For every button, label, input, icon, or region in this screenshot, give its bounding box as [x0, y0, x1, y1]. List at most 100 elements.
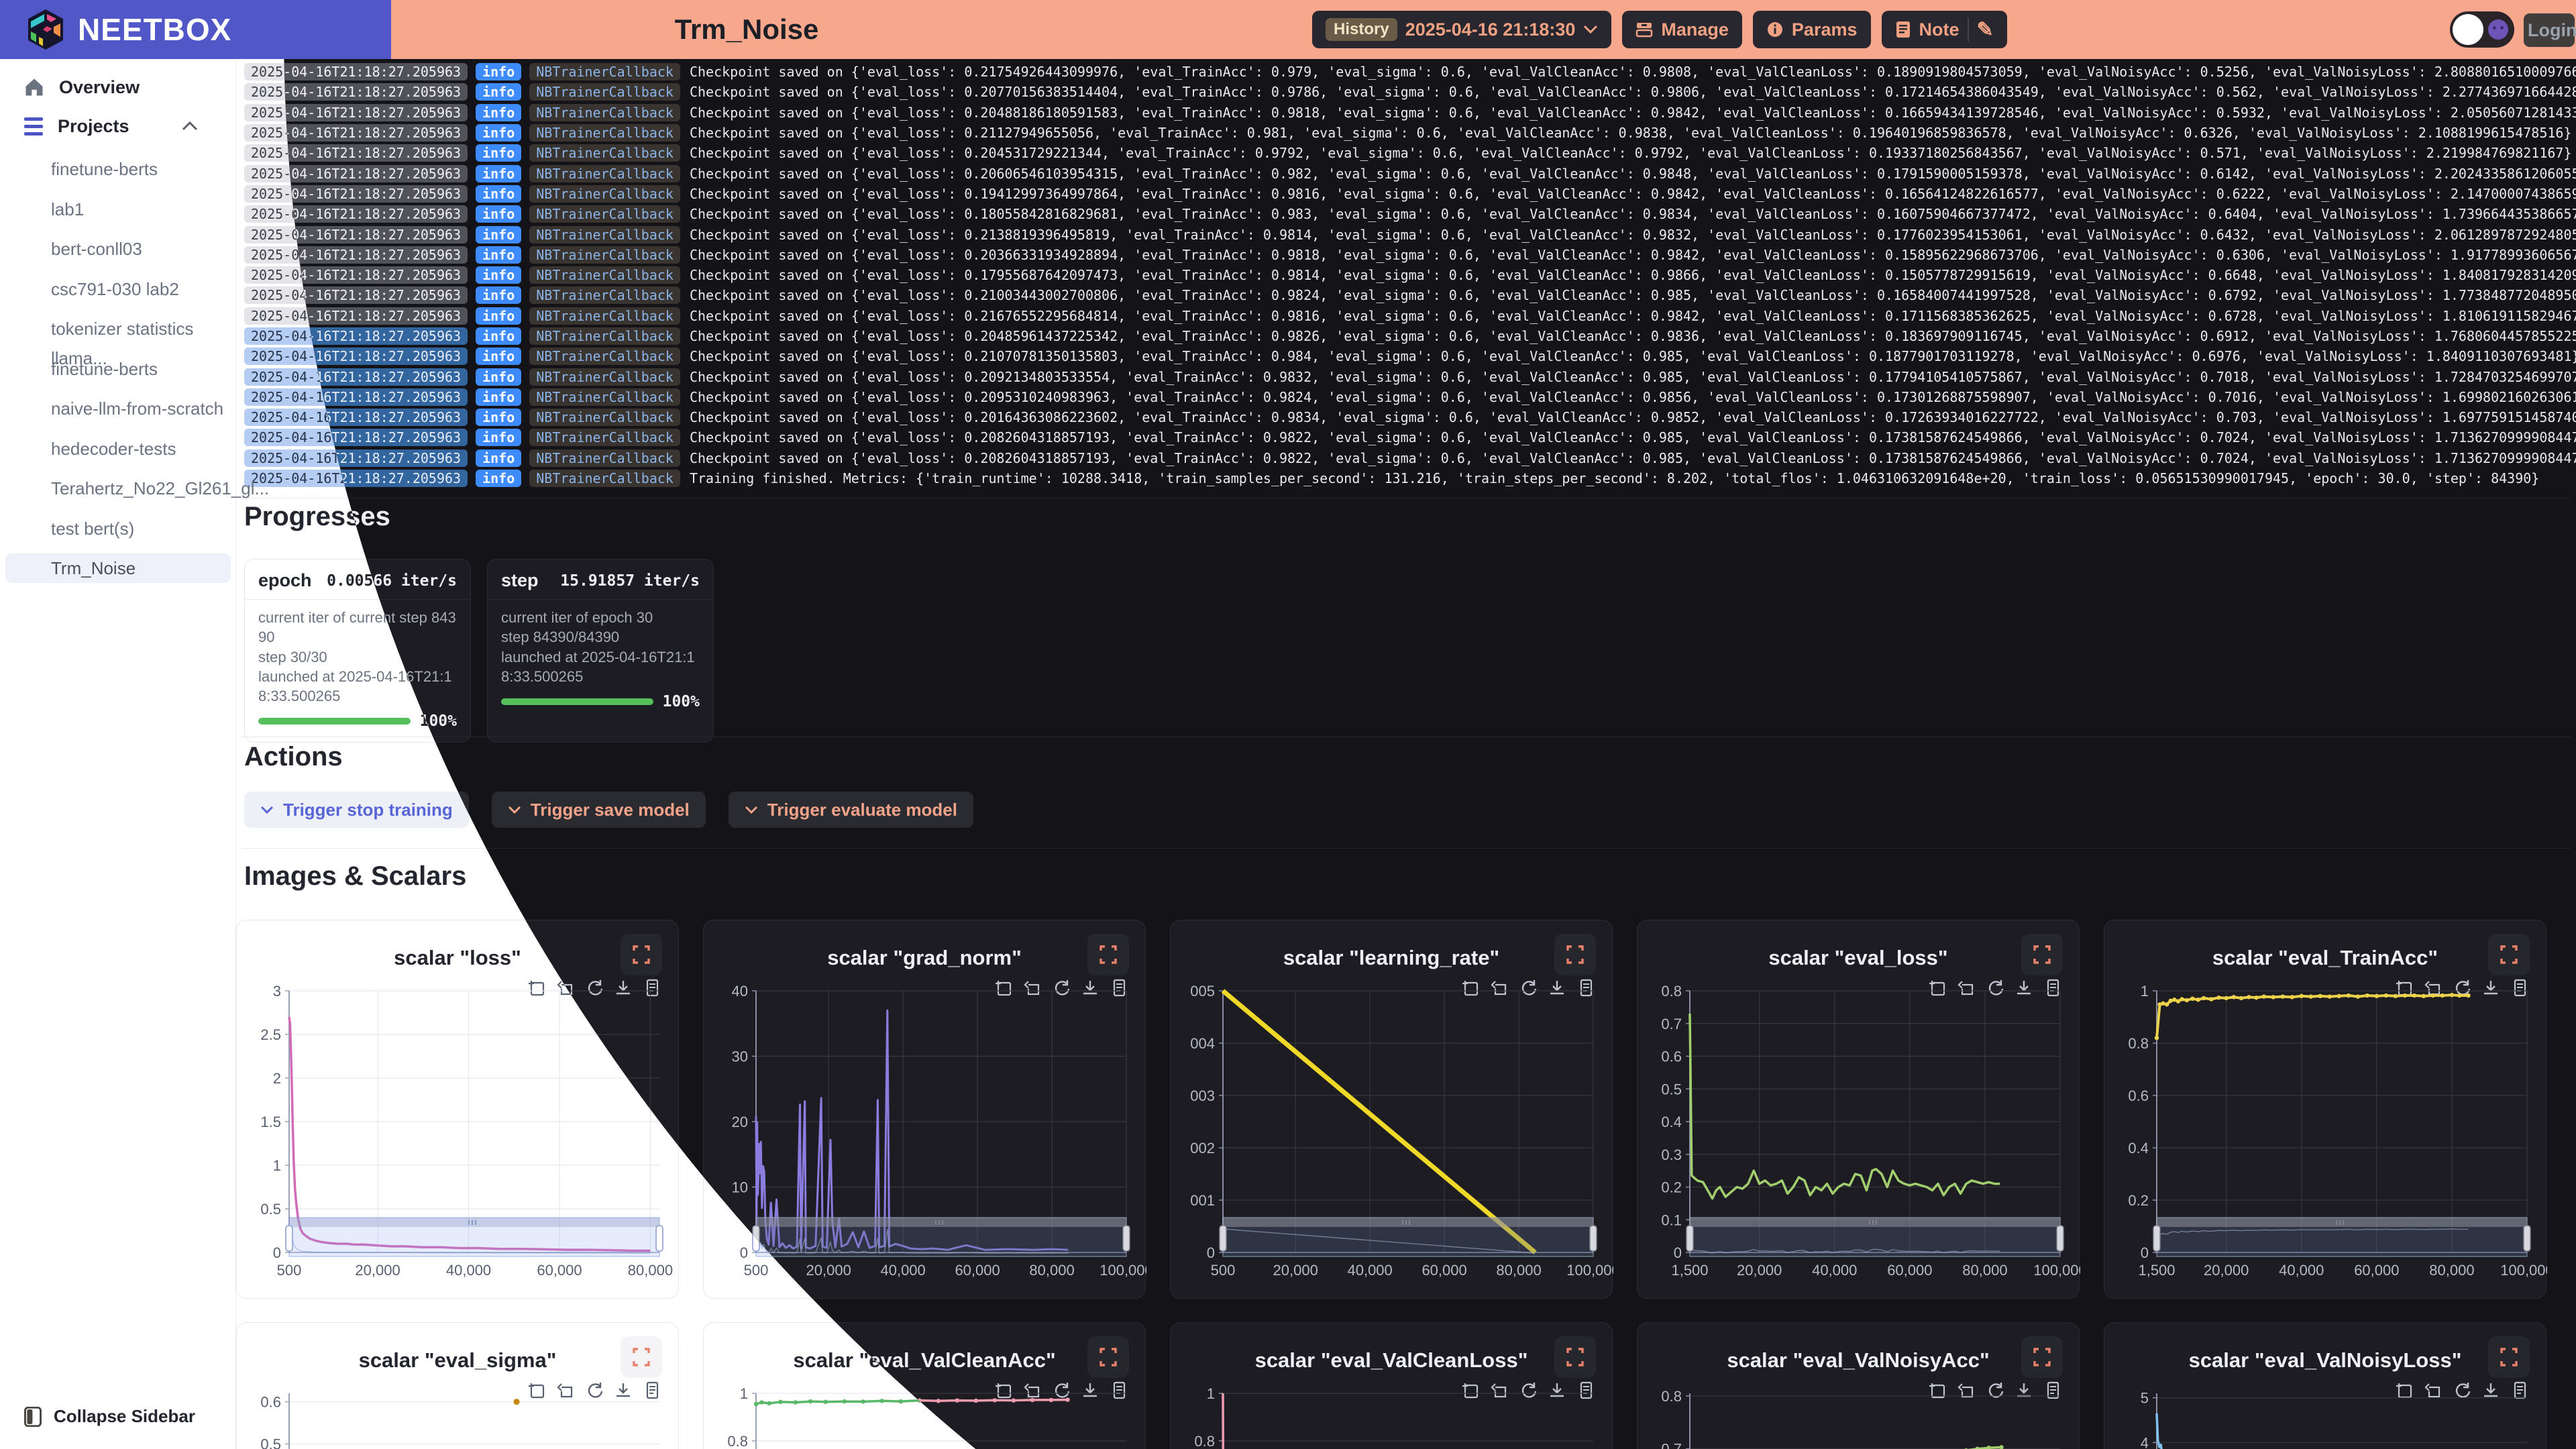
- brush-handle[interactable]: [2523, 1225, 2531, 1252]
- params-button[interactable]: Params: [1752, 11, 1871, 48]
- refresh-icon[interactable]: [1985, 978, 2005, 998]
- manage-button[interactable]: Manage: [1622, 11, 1742, 48]
- download-icon[interactable]: [613, 1381, 633, 1401]
- box-zoom-icon[interactable]: [2394, 1381, 2414, 1401]
- sidebar-project-finetune-berts[interactable]: finetune-berts: [51, 358, 158, 379]
- sidebar-project-naive-llm-from-scratch[interactable]: naive-llm-from-scratch: [51, 398, 224, 419]
- undo-zoom-icon[interactable]: [1489, 1381, 1509, 1401]
- login-button[interactable]: Login: [2524, 13, 2576, 47]
- box-zoom-icon[interactable]: [994, 978, 1014, 998]
- sidebar-project-lab1[interactable]: lab1: [51, 199, 85, 219]
- brush-handle[interactable]: [1686, 1225, 1694, 1252]
- brush-handle[interactable]: [2153, 1225, 2161, 1252]
- box-zoom-icon[interactable]: [527, 978, 547, 998]
- data-file-icon[interactable]: [2043, 1381, 2063, 1401]
- edit-pencil-icon[interactable]: ✎: [1976, 18, 1994, 41]
- chart-plot[interactable]: 10.80.60.40.20: [1171, 1323, 1613, 1449]
- expand-chart-button[interactable]: [1087, 934, 1129, 975]
- expand-chart-button[interactable]: [2488, 934, 2530, 975]
- download-icon[interactable]: [1080, 1381, 1100, 1401]
- expand-chart-button[interactable]: [1554, 934, 1596, 975]
- sidebar-project-terahertz-no22-gl261-gl-[interactable]: Terahertz_No22_Gl261_gl...: [51, 478, 270, 498]
- sidebar-project-test-bert-s-[interactable]: test bert(s): [51, 518, 135, 539]
- undo-zoom-icon[interactable]: [1022, 978, 1042, 998]
- undo-zoom-icon[interactable]: [1489, 978, 1509, 998]
- data-file-icon[interactable]: [642, 1381, 662, 1401]
- undo-zoom-icon[interactable]: [1956, 1381, 1976, 1401]
- chart-plot[interactable]: 0.80.70.60.50.4: [1638, 1323, 2080, 1449]
- download-icon[interactable]: [1080, 978, 1100, 998]
- undo-zoom-icon[interactable]: [1956, 978, 1976, 998]
- brush-handle[interactable]: [1219, 1225, 1227, 1252]
- refresh-icon[interactable]: [1518, 1381, 1538, 1401]
- collapse-sidebar-button[interactable]: Collapse Sidebar: [24, 1406, 195, 1427]
- download-icon[interactable]: [1547, 978, 1567, 998]
- refresh-icon[interactable]: [2452, 978, 2472, 998]
- box-zoom-icon[interactable]: [1460, 1381, 1481, 1401]
- expand-chart-button[interactable]: [2021, 1336, 2063, 1378]
- chart-plot[interactable]: 0.60.50.40.30.20.1: [237, 1323, 680, 1449]
- brush-handle[interactable]: [1122, 1225, 1130, 1252]
- sidebar-project-finetune-berts[interactable]: finetune-berts: [51, 159, 158, 179]
- chart-plot[interactable]: 0.8 0.7 0.6 0.5 0.4 0.3 0.2 0.1 01,500 20,000 40,0…: [1638, 920, 2080, 1299]
- sidebar-project-bert-conll03[interactable]: bert-conll03: [51, 239, 142, 259]
- undo-zoom-icon[interactable]: [1022, 1381, 1042, 1401]
- refresh-icon[interactable]: [1518, 978, 1538, 998]
- sidebar-project-csc791-030-lab2[interactable]: csc791-030 lab2: [51, 278, 179, 299]
- refresh-icon[interactable]: [584, 978, 604, 998]
- undo-zoom-icon[interactable]: [555, 1381, 576, 1401]
- chart-plot[interactable]: 543210: [2104, 1323, 2547, 1449]
- brush-handle[interactable]: [1589, 1225, 1597, 1252]
- brush-handle[interactable]: [2056, 1225, 2064, 1252]
- refresh-icon[interactable]: [1985, 1381, 2005, 1401]
- refresh-icon[interactable]: [584, 1381, 604, 1401]
- brush-handle[interactable]: [285, 1225, 293, 1252]
- expand-chart-button[interactable]: [1087, 1336, 1129, 1378]
- history-dropdown[interactable]: History 2025-04-16 21:18:30: [1312, 11, 1612, 48]
- undo-zoom-icon[interactable]: [2423, 1381, 2443, 1401]
- download-icon[interactable]: [1547, 1381, 1567, 1401]
- sidebar-project-tokenizer-statistics-llama-[interactable]: tokenizer statistics llama...: [51, 319, 194, 368]
- box-zoom-icon[interactable]: [1927, 1381, 1947, 1401]
- note-button[interactable]: Note ✎: [1881, 11, 2007, 48]
- expand-chart-button[interactable]: [2488, 1336, 2530, 1378]
- refresh-icon[interactable]: [1051, 978, 1071, 998]
- box-zoom-icon[interactable]: [1460, 978, 1481, 998]
- expand-chart-button[interactable]: [1554, 1336, 1596, 1378]
- trigger-stop-training-button[interactable]: Trigger stop training: [244, 792, 469, 828]
- sidebar-item-overview[interactable]: Overview: [0, 70, 236, 105]
- theme-toggle[interactable]: [2450, 11, 2514, 48]
- trigger-save-model-button[interactable]: Trigger save model: [491, 792, 706, 828]
- download-icon[interactable]: [613, 978, 633, 998]
- sidebar-item-projects[interactable]: Projects: [0, 109, 236, 144]
- sidebar-project-trm-noise[interactable]: Trm_Noise: [5, 553, 231, 583]
- expand-chart-button[interactable]: [621, 934, 662, 975]
- trigger-evaluate-model-button[interactable]: Trigger evaluate model: [728, 792, 973, 828]
- box-zoom-icon[interactable]: [1927, 978, 1947, 998]
- refresh-icon[interactable]: [1051, 1381, 1071, 1401]
- sidebar-project-hedecoder-tests[interactable]: hedecoder-tests: [51, 438, 176, 459]
- brush-handle[interactable]: [655, 1225, 663, 1252]
